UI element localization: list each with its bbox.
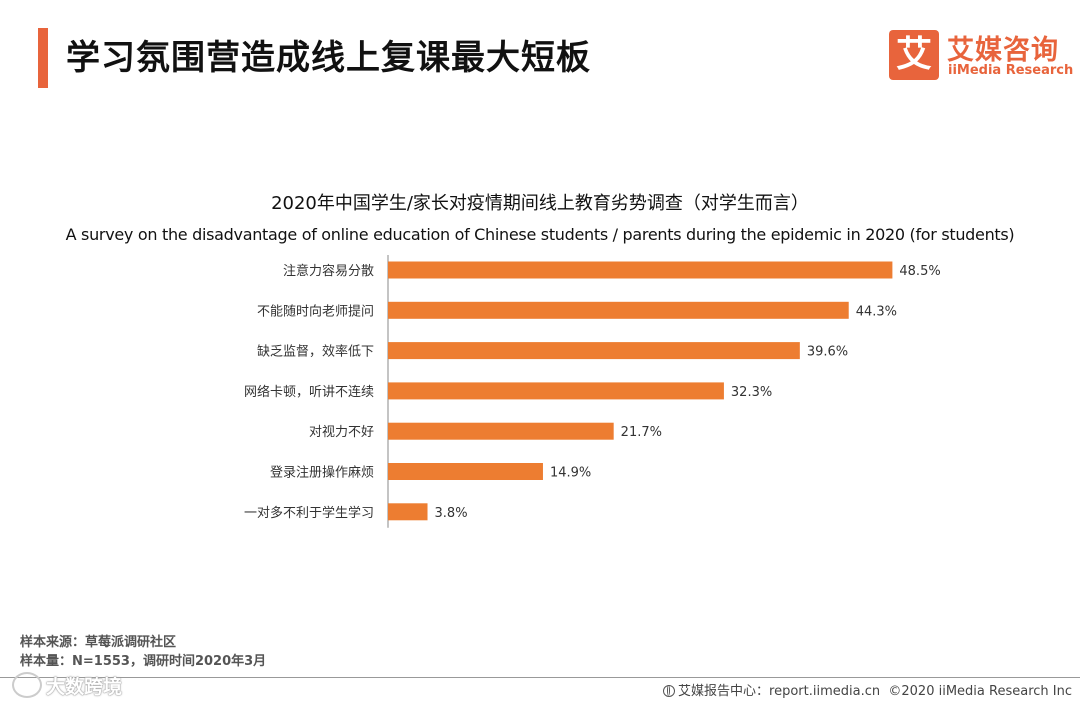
category-label-2: 不能随时向老师提问 [257,303,374,319]
sample-size: 样本量：N=1553，调研时间2020年3月 [20,654,267,669]
watermark-icon [12,672,42,698]
logo-name-cn: 艾媒咨询 [947,35,1059,66]
bar-chart: 注意力容易分散 48.5% 不能随时向老师提问 44.3% 缺乏监督，效率低下 39.6%… [244,255,941,528]
watermark-text: 大数跨境 [46,676,123,698]
logo-mark: 艾 [889,30,939,80]
bar-4 [388,382,724,400]
globe-icon [663,685,676,697]
bar-6 [388,463,543,480]
value-label-6: 14.9% [550,466,591,481]
bar-2 [388,301,849,319]
credit-prefix: 艾媒报告中心： [678,684,770,699]
page-title: 学习氛围营造成线上复课最大短板 [66,38,591,78]
value-label-1: 48.5% [899,264,940,279]
category-label-5: 对视力不好 [309,425,374,440]
bar-7 [388,503,428,521]
bar-3 [388,342,800,360]
category-label-4: 网络卡顿，听讲不连续 [244,384,374,400]
category-label-7: 一对多不利于学生学习 [244,505,374,521]
value-label-7: 3.8% [435,506,468,521]
value-label-2: 44.3% [856,304,897,319]
category-label-3: 缺乏监督，效率低下 [257,344,374,360]
category-label-1: 注意力容易分散 [283,263,374,279]
footer-divider [0,677,1080,678]
value-label-3: 39.6% [807,345,848,360]
copyright: ©2020 iiMedia Research Inc [888,684,1072,699]
iimedia-logo: 艾 艾媒咨询 iiMedia Research [889,30,1073,82]
sample-source: 样本来源：草莓派调研社区 [20,635,177,650]
chart-title: 2020年中国学生/家长对疫情期间线上教育劣势调查（对学生而言） [271,193,809,214]
watermark: 大数跨境 [12,672,122,699]
bar-5 [388,422,614,440]
logo-name-en: iiMedia Research [948,63,1074,78]
chart-subtitle: A survey on the disadvantage of online e… [65,225,1015,244]
value-label-5: 21.7% [621,425,662,440]
footer-credit: 艾媒报告中心：report.iimedia.cn ©2020 iiMedia R… [663,680,1072,699]
title-accent-bar [38,28,48,88]
bar-1 [388,261,893,279]
value-label-4: 32.3% [731,385,772,400]
category-label-6: 登录注册操作麻烦 [270,465,374,481]
credit-url[interactable]: report.iimedia.cn [769,684,881,699]
